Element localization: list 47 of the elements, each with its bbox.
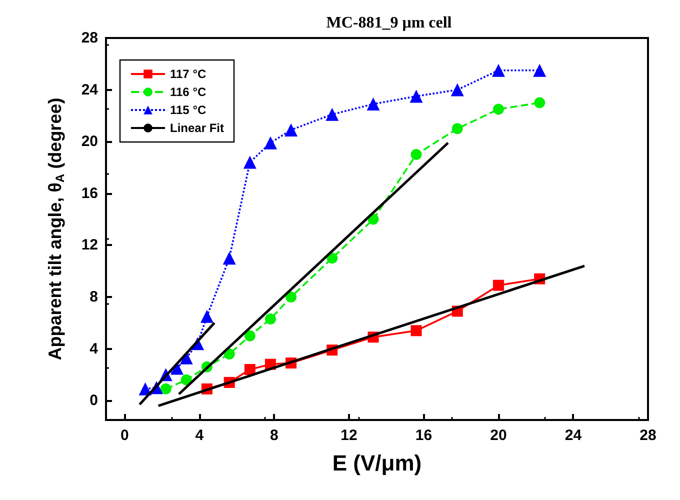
point: [410, 149, 422, 160]
point: [284, 123, 298, 136]
point: [244, 364, 256, 375]
y-tick-label: 16: [81, 184, 98, 202]
x-tick-label: 8: [270, 427, 278, 444]
x-tick-label: 4: [195, 427, 204, 444]
y-tick-label: 20: [81, 133, 98, 150]
point: [492, 64, 505, 77]
point: [410, 90, 423, 103]
chart-title: MC-881_9 μm cell: [326, 14, 452, 32]
point: [222, 252, 236, 265]
y-tick-label: 28: [81, 30, 98, 46]
y-tick-label: 24: [81, 81, 99, 98]
x-tick-label: 28: [640, 427, 656, 444]
x-tick-label: 20: [490, 427, 507, 444]
point: [264, 314, 276, 324]
point: [366, 98, 380, 111]
y-tick-label: 4: [90, 340, 99, 358]
point: [410, 325, 422, 336]
y-axis-title: Apparent tilt angle, θA (degree): [45, 98, 67, 360]
y-tick-label: 8: [90, 288, 98, 306]
x-tick-label: 16: [415, 427, 432, 444]
point: [492, 280, 504, 291]
point: [450, 83, 464, 96]
y-tick-label: 0: [90, 392, 98, 410]
point: [534, 97, 546, 108]
point: [326, 108, 339, 121]
legend-label: 117 °C: [170, 67, 206, 81]
y-tick-label: 12: [81, 236, 98, 254]
legend-label: 116 °C: [170, 85, 206, 99]
x-tick-label: 0: [120, 427, 129, 444]
point: [492, 104, 504, 115]
point: [533, 64, 546, 77]
point: [452, 123, 463, 134]
point: [243, 156, 256, 169]
x-tick-label: 12: [340, 427, 358, 444]
point: [264, 136, 277, 150]
point: [160, 383, 172, 394]
x-axis-title: E (V/μm): [332, 450, 422, 476]
x-tick-label: 24: [564, 427, 582, 444]
legend-label: 115 °C: [170, 103, 206, 117]
point: [286, 291, 297, 302]
point: [244, 330, 256, 342]
legend-label: Linear Fit: [170, 121, 224, 135]
point: [224, 348, 235, 360]
point: [180, 374, 192, 386]
point: [200, 310, 214, 323]
